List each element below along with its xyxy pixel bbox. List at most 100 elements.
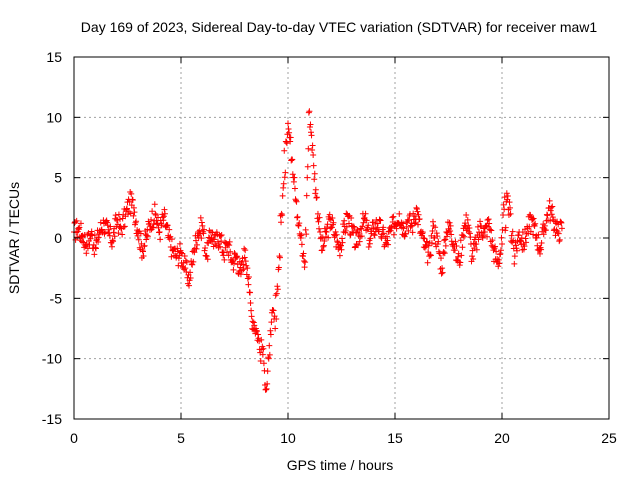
data-point [459,232,466,239]
data-point [374,224,381,231]
data-point [518,234,525,241]
data-point [218,232,225,239]
data-point [273,290,280,297]
data-point [415,221,422,228]
data-point [288,157,295,164]
data-point [393,225,400,232]
data-point [332,228,339,235]
data-point [495,263,502,270]
data-point [414,208,421,215]
data-point [148,216,155,223]
data-point [301,257,308,264]
data-point [497,250,504,257]
data-point [280,180,287,187]
data-point [230,266,237,273]
data-point [435,238,442,245]
data-point [390,231,397,238]
data-point [168,236,175,243]
data-point [443,228,450,235]
data-point [405,217,412,224]
data-point [88,231,95,238]
data-point [151,201,158,208]
data-point [92,244,99,251]
data-point [131,209,138,216]
data-point [457,259,464,266]
data-point [558,219,565,226]
data-point [307,121,314,128]
data-point [98,226,105,233]
data-point [194,241,201,248]
data-point [498,234,505,241]
data-point [548,211,555,218]
data-point [183,259,190,266]
data-point [527,228,534,235]
data-point [504,193,511,200]
data-point [149,208,156,215]
data-point [258,336,265,343]
data-point [298,241,305,248]
data-point [522,235,529,242]
data-point [201,247,208,254]
data-point [211,236,218,243]
data-point [337,242,344,249]
data-point [143,232,150,239]
data-point [278,219,285,226]
data-point [248,307,255,314]
data-point [241,245,248,252]
data-point [178,249,184,256]
data-point [367,235,374,242]
data-point [324,221,331,228]
data-point [507,204,514,211]
data-point [287,134,294,141]
data-point [299,253,306,260]
data-point [556,236,563,243]
data-point [365,222,372,229]
data-point [267,331,274,338]
data-point [242,258,249,265]
data-point [95,234,102,241]
data-point [465,228,472,235]
data-point [272,325,279,332]
data-point [511,260,518,267]
data-point [546,197,553,204]
data-point [371,231,378,238]
data-point [245,281,252,288]
data-point [311,170,318,177]
data-point [316,214,323,221]
data-point [189,261,196,268]
data-point [508,232,515,239]
data-point [112,212,119,219]
data-point [558,225,565,232]
data-point [439,265,446,272]
data-point [368,230,375,237]
data-point [416,215,423,222]
data-point [161,206,168,213]
data-point [325,234,332,241]
data-point [226,242,233,249]
data-point [140,248,147,255]
y-tick-label: 5 [54,170,62,186]
data-point [530,215,537,222]
data-point [202,244,209,251]
data-point [104,222,111,229]
data-point [293,197,300,204]
data-point [133,218,140,225]
data-point [119,231,126,238]
data-point [293,198,300,205]
data-point [88,228,95,235]
data-point [222,244,229,251]
data-point [496,260,503,267]
data-point [227,248,234,255]
data-point [549,214,556,221]
data-point [439,269,446,276]
data-point [75,225,82,232]
data-point [108,243,115,250]
data-point [400,220,407,227]
data-point [95,238,102,245]
data-point [549,203,556,210]
data-point [263,386,270,393]
data-point [424,259,431,266]
data-point [266,351,273,358]
data-point [197,214,204,221]
data-point [137,230,144,237]
